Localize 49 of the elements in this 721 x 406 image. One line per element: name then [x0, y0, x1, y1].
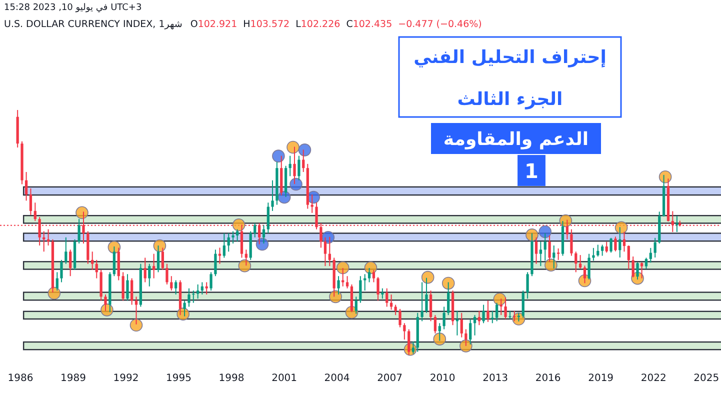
point	[442, 276, 455, 290]
chart-subtitle: الجزء الثالث	[457, 89, 563, 110]
point	[130, 318, 143, 332]
point	[336, 261, 350, 274]
x-tick-label: 2022	[640, 373, 666, 384]
text: U.S. DOLLAR CURRENCY INDEX, 1شهر	[4, 19, 182, 30]
point	[329, 290, 342, 304]
x-tick-label: 2016	[535, 373, 561, 384]
point	[421, 270, 434, 284]
x-tick-label: 1986	[8, 373, 34, 384]
x-tick-label: 2019	[588, 373, 614, 384]
point	[286, 140, 300, 154]
x-tick-label: 1998	[218, 373, 244, 384]
banner: الدعم والمقاومة	[431, 123, 601, 154]
banner: 1	[518, 155, 546, 186]
x-tick-label: 2007	[377, 373, 403, 384]
annotation: الدعم والمقاومة	[443, 129, 589, 150]
x-tick-label: 2001	[272, 373, 298, 384]
text: L102.226	[296, 19, 340, 30]
point	[526, 228, 538, 242]
x-tick-label: 1992	[113, 373, 139, 384]
point	[433, 332, 446, 346]
x-tick-label: 2010	[430, 373, 456, 384]
point	[153, 239, 166, 252]
point	[48, 286, 61, 300]
text: UTC+3 في يوليو 10, 2023 15:28	[4, 3, 142, 13]
x-tick-label: 2025	[694, 373, 720, 384]
annotation: 1	[524, 159, 538, 183]
x-tick-label: 2004	[324, 373, 350, 384]
point	[238, 259, 252, 272]
text: C102.435	[346, 19, 392, 30]
x-tick-label: 2013	[482, 373, 508, 384]
point	[538, 225, 552, 238]
text: O102.921	[190, 19, 238, 30]
point	[614, 221, 628, 234]
point	[256, 238, 269, 251]
point	[272, 150, 285, 162]
point	[290, 178, 302, 191]
point	[76, 206, 88, 220]
point	[493, 292, 506, 306]
title-box: إحتراف التحليل الفني الجزء الثالث	[398, 36, 622, 118]
chart-title: إحتراف التحليل الفني	[414, 47, 606, 68]
point	[298, 144, 312, 156]
point	[232, 218, 246, 232]
text: H103.572	[243, 19, 290, 30]
x-tick-label: 1995	[166, 373, 192, 384]
point	[460, 340, 472, 352]
text: −0.477 (−0.46%)	[398, 19, 482, 30]
x-tick-label: 1989	[60, 373, 86, 384]
